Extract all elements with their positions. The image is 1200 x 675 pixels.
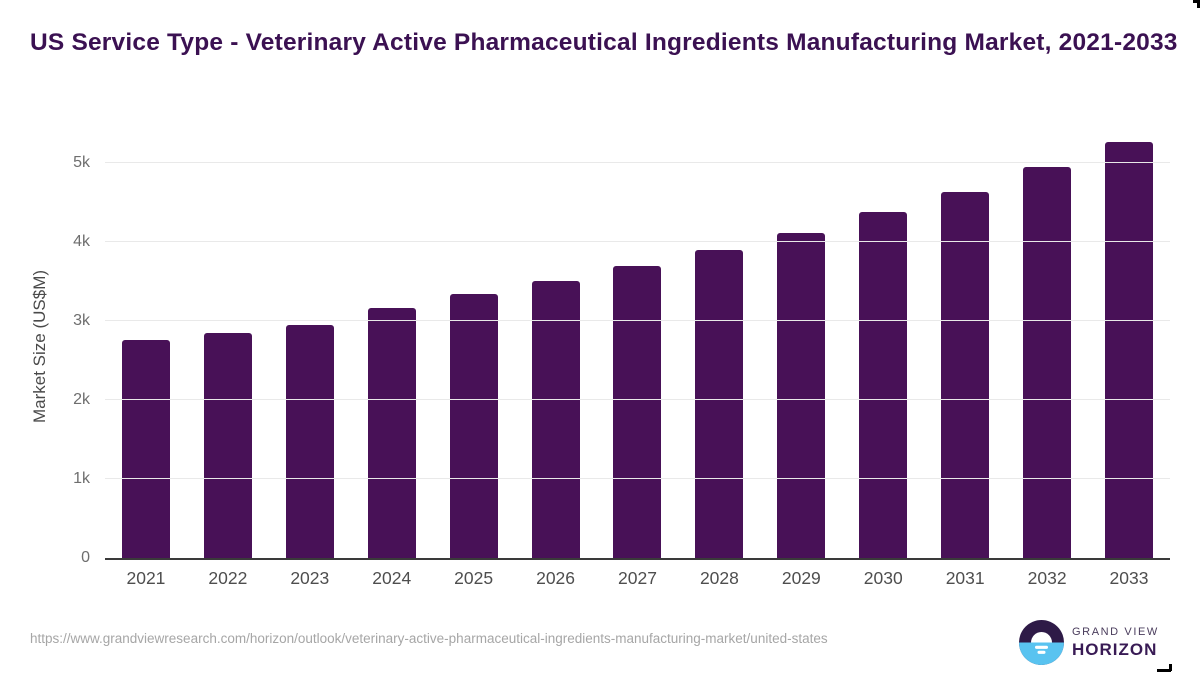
x-label-2022: 2022 xyxy=(208,568,248,588)
y-tick-label-4k: 4k xyxy=(73,233,90,251)
screenshot-artifact-top-right xyxy=(1193,0,1200,3)
x-label-2024: 2024 xyxy=(372,568,412,588)
x-label-2033: 2033 xyxy=(1109,568,1149,588)
bar-slot-2027 xyxy=(597,135,679,558)
bar-2026[interactable] xyxy=(531,281,580,558)
x-label-2031: 2031 xyxy=(945,568,985,588)
bar-2032[interactable] xyxy=(1023,167,1072,558)
gridline-4k xyxy=(105,241,1170,243)
bar-2024[interactable] xyxy=(367,307,416,558)
screenshot-artifact-bottom-right xyxy=(1157,669,1171,672)
x-label-2025: 2025 xyxy=(454,568,494,588)
y-axis-title: Market Size (US$M) xyxy=(30,269,49,424)
bar-series xyxy=(105,135,1170,558)
bar-slot-2021 xyxy=(105,135,187,558)
x-label-2023: 2023 xyxy=(290,568,330,588)
bar-2021[interactable] xyxy=(121,340,170,558)
bar-slot-2025 xyxy=(433,135,515,558)
gridline-1k xyxy=(105,478,1170,480)
bar-2031[interactable] xyxy=(941,191,990,558)
x-label-2032: 2032 xyxy=(1027,568,1067,588)
brand-name-top: GRAND VIEW xyxy=(1072,625,1159,638)
x-label-2021: 2021 xyxy=(126,568,166,588)
x-label-2027: 2027 xyxy=(618,568,657,588)
bar-2022[interactable] xyxy=(203,333,252,558)
brand-text: GRAND VIEW HORIZON xyxy=(1072,626,1159,660)
gridline-2k xyxy=(105,399,1170,401)
x-label-2026: 2026 xyxy=(536,568,576,588)
bar-slot-2022 xyxy=(187,135,269,558)
bar-slot-2024 xyxy=(351,135,433,558)
bar-slot-2030 xyxy=(842,135,924,558)
bar-slot-2031 xyxy=(924,135,1006,558)
bar-slot-2033 xyxy=(1088,135,1170,558)
bar-2028[interactable] xyxy=(695,250,744,558)
y-tick-label-3k: 3k xyxy=(73,312,90,330)
bar-slot-2026 xyxy=(515,135,597,558)
gridline-3k xyxy=(105,320,1170,322)
y-tick-label-2k: 2k xyxy=(73,391,90,409)
x-label-2028: 2028 xyxy=(699,568,739,588)
gridline-5k xyxy=(105,162,1170,164)
bar-2025[interactable] xyxy=(449,294,498,558)
x-label-2029: 2029 xyxy=(781,568,821,588)
bar-2023[interactable] xyxy=(285,325,334,558)
y-tick-label-5k: 5k xyxy=(73,154,90,172)
bar-2033[interactable] xyxy=(1105,142,1154,558)
bar-2029[interactable] xyxy=(777,232,826,558)
bar-slot-2032 xyxy=(1006,135,1088,558)
bar-slot-2029 xyxy=(760,135,842,558)
chart-title: US Service Type - Veterinary Active Phar… xyxy=(30,29,1178,56)
x-axis-labels: 2021 2022 2023 2024 2025 2026 2027 2028 2029 2030… xyxy=(105,568,1170,589)
bar-2027[interactable] xyxy=(613,266,662,558)
brand-logo: GRAND VIEW HORIZON xyxy=(1019,620,1159,665)
source-url: https://www.grandviewresearch.com/horizo… xyxy=(30,631,828,646)
screenshot-artifact-bottom-right-tick xyxy=(1169,664,1172,671)
x-label-2030: 2030 xyxy=(863,568,903,588)
y-tick-label-1k: 1k xyxy=(73,470,90,488)
plot-area: 0 1k 2k 3k 4k 5k xyxy=(73,135,1170,566)
screenshot-artifact-top-right-tick xyxy=(1197,0,1200,8)
y-tick-label-0: 0 xyxy=(81,549,90,566)
horizon-sun-icon xyxy=(1019,620,1064,665)
bar-2030[interactable] xyxy=(859,212,908,558)
bar-slot-2028 xyxy=(678,135,760,558)
bar-slot-2023 xyxy=(269,135,351,558)
brand-name-bottom: HORIZON xyxy=(1072,639,1158,659)
